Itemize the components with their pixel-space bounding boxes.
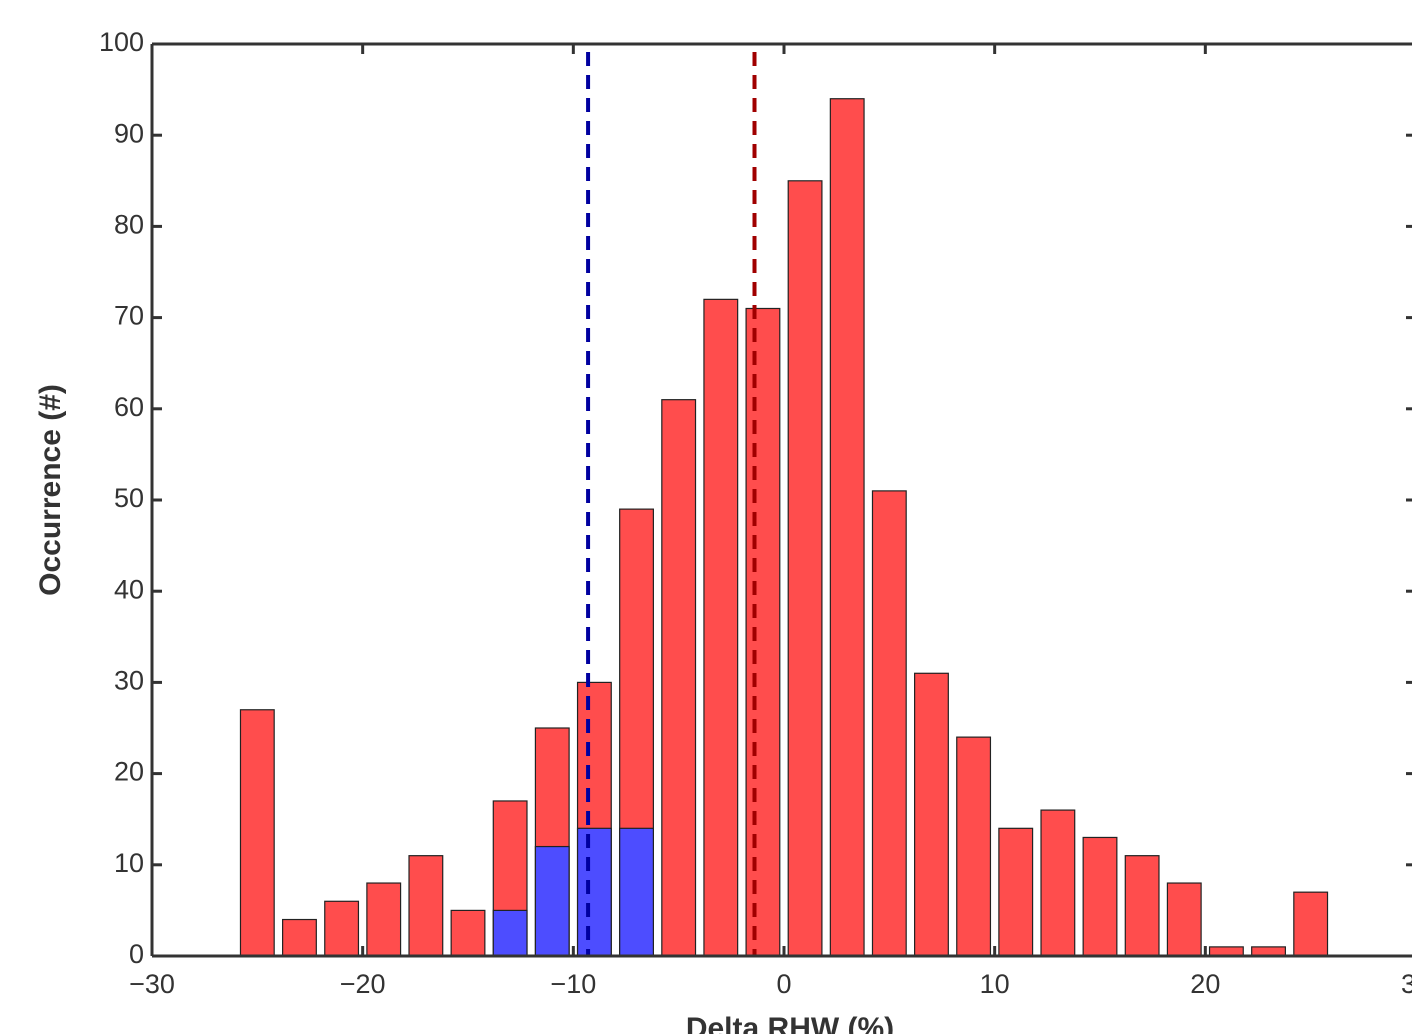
x-tick-label: 0 <box>776 969 791 999</box>
y-tick-label: 60 <box>114 392 144 422</box>
bar <box>239 709 275 957</box>
bar <box>366 882 402 957</box>
bar <box>408 855 444 957</box>
bar <box>450 909 486 957</box>
x-tick-label: −20 <box>340 969 386 999</box>
bar <box>829 98 865 957</box>
y-tick-label: 50 <box>114 483 144 513</box>
x-tick-label: −10 <box>550 969 596 999</box>
bar <box>282 918 317 957</box>
y-tick-label: 70 <box>114 301 144 331</box>
y-tick-label: 0 <box>129 939 144 969</box>
bar <box>576 827 612 957</box>
y-tick-label: 100 <box>99 27 144 57</box>
bar <box>1040 809 1076 957</box>
bar <box>914 672 949 957</box>
x-axis-label: Delta RHW (%) <box>686 1012 894 1034</box>
bar <box>534 845 570 957</box>
y-tick-label: 10 <box>114 848 144 878</box>
y-tick-label: 90 <box>114 118 144 148</box>
bar <box>661 399 697 957</box>
bar <box>871 490 907 957</box>
bar <box>619 827 654 957</box>
bar <box>1124 855 1160 957</box>
bar <box>492 909 528 957</box>
bar <box>1166 882 1202 957</box>
bar <box>1082 836 1118 957</box>
plot-area <box>239 52 1329 957</box>
x-tick-label: 10 <box>980 969 1010 999</box>
y-tick-label: 80 <box>114 210 144 240</box>
x-tick-label: 20 <box>1190 969 1220 999</box>
bar <box>1293 891 1329 957</box>
y-tick-label: 20 <box>114 757 144 787</box>
y-tick-label: 30 <box>114 666 144 696</box>
bar <box>787 180 823 957</box>
bar <box>745 307 781 957</box>
bar <box>956 736 992 957</box>
bar <box>998 827 1034 957</box>
y-tick-label: 40 <box>114 574 144 604</box>
y-axis-label: Occurrence (#) <box>34 384 67 596</box>
bar <box>324 900 360 957</box>
bar <box>703 298 739 957</box>
x-tick-label: −30 <box>129 969 175 999</box>
x-tick-label: 30 <box>1401 969 1412 999</box>
